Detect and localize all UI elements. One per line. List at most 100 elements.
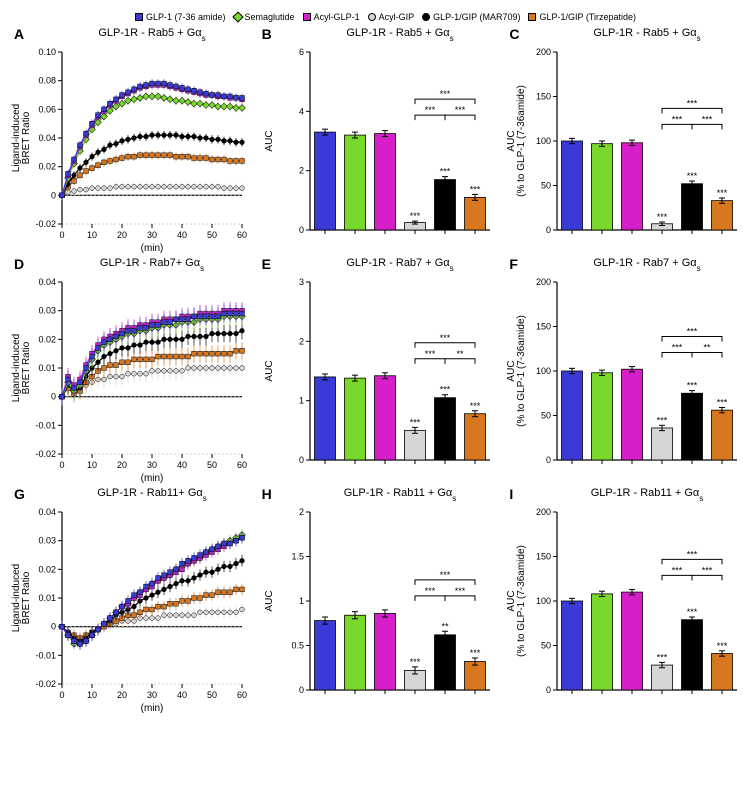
svg-text:***: *** xyxy=(424,349,435,359)
svg-text:30: 30 xyxy=(147,690,157,700)
svg-text:60: 60 xyxy=(237,230,247,240)
panel-E: E0123GLP-1R - Rab7 + GαsAUC*************… xyxy=(258,254,506,484)
svg-text:0.06: 0.06 xyxy=(38,104,56,114)
time-chart: -0.02-0.0100.010.020.030.040102030405060… xyxy=(10,484,250,714)
panel-label: H xyxy=(262,486,272,502)
svg-text:100: 100 xyxy=(536,366,551,376)
svg-text:(min): (min) xyxy=(141,473,164,484)
svg-text:***: *** xyxy=(687,607,698,617)
svg-text:0.08: 0.08 xyxy=(38,76,56,86)
svg-text:***: *** xyxy=(469,184,480,194)
svg-text:1.5: 1.5 xyxy=(291,552,304,562)
svg-text:***: *** xyxy=(717,641,728,651)
svg-text:***: *** xyxy=(672,343,683,353)
panel-label: D xyxy=(14,256,24,272)
svg-text:150: 150 xyxy=(536,92,551,102)
svg-text:0: 0 xyxy=(51,392,56,402)
bar-chart: 0246GLP-1R - Rab5 + GαsAUC**************… xyxy=(258,24,498,254)
svg-text:**: ** xyxy=(704,343,712,353)
svg-text:3: 3 xyxy=(299,277,304,287)
panel-G: G-0.02-0.0100.010.020.030.04010203040506… xyxy=(10,484,258,714)
svg-text:GLP-1R - Rab7+ Gαs: GLP-1R - Rab7+ Gαs xyxy=(100,257,204,273)
svg-text:40: 40 xyxy=(177,230,187,240)
svg-text:AUC(% to GLP-1 (7-36amide): AUC(% to GLP-1 (7-36amide) xyxy=(506,315,527,427)
panel-D: D-0.02-0.0100.010.020.030.04010203040506… xyxy=(10,254,258,484)
svg-text:4: 4 xyxy=(299,106,304,116)
svg-text:***: *** xyxy=(409,417,420,427)
svg-text:Ligand-inducedBRET Ratio: Ligand-inducedBRET Ratio xyxy=(11,334,32,402)
svg-text:50: 50 xyxy=(207,460,217,470)
svg-text:6: 6 xyxy=(299,47,304,57)
panel-I: I050100150200GLP-1R - Rab11 + GαsAUC(% t… xyxy=(505,484,743,714)
svg-text:***: *** xyxy=(439,385,450,395)
svg-text:100: 100 xyxy=(536,136,551,146)
svg-text:AUC(% to GLP-1 (7-36amide): AUC(% to GLP-1 (7-36amide) xyxy=(506,85,527,197)
svg-text:0: 0 xyxy=(299,225,304,235)
svg-text:1: 1 xyxy=(299,396,304,406)
svg-text:50: 50 xyxy=(207,230,217,240)
svg-text:***: *** xyxy=(454,105,465,115)
svg-text:**: ** xyxy=(441,621,449,631)
panel-label: I xyxy=(509,486,513,502)
svg-text:200: 200 xyxy=(536,277,551,287)
svg-text:0.02: 0.02 xyxy=(38,564,56,574)
panel-label: B xyxy=(262,26,272,42)
svg-text:***: *** xyxy=(469,401,480,411)
svg-text:40: 40 xyxy=(177,690,187,700)
svg-text:0: 0 xyxy=(546,225,551,235)
panel-C: C050100150200GLP-1R - Rab5 + GαsAUC(% to… xyxy=(505,24,743,254)
panel-A: A-0.0200.020.040.060.080.100102030405060… xyxy=(10,24,258,254)
svg-text:1: 1 xyxy=(299,596,304,606)
panel-H: H00.511.52GLP-1R - Rab11 + GαsAUC*******… xyxy=(258,484,506,714)
svg-text:20: 20 xyxy=(117,230,127,240)
svg-text:GLP-1R - Rab5 + Gαs: GLP-1R - Rab5 + Gαs xyxy=(346,27,453,43)
svg-text:(min): (min) xyxy=(141,243,164,254)
svg-text:0: 0 xyxy=(546,685,551,695)
svg-text:AUC: AUC xyxy=(264,590,275,611)
panel-label: F xyxy=(509,256,518,272)
svg-text:***: *** xyxy=(717,188,728,198)
svg-text:50: 50 xyxy=(541,181,551,191)
svg-text:Ligand-inducedBRET Ratio: Ligand-inducedBRET Ratio xyxy=(11,564,32,632)
svg-text:150: 150 xyxy=(536,322,551,332)
panel-B: B0246GLP-1R - Rab5 + GαsAUC*************… xyxy=(258,24,506,254)
legend-item: Semaglutide xyxy=(234,12,295,22)
panel-F: F050100150200GLP-1R - Rab7 + GαsAUC(% to… xyxy=(505,254,743,484)
svg-text:0.03: 0.03 xyxy=(38,536,56,546)
svg-text:***: *** xyxy=(702,114,713,124)
svg-text:-0.02: -0.02 xyxy=(35,679,56,689)
svg-text:10: 10 xyxy=(87,230,97,240)
svg-text:***: *** xyxy=(687,171,698,181)
legend-item: GLP-1/GIP (Tirzepatide) xyxy=(528,12,636,22)
svg-text:***: *** xyxy=(424,586,435,596)
svg-text:AUC: AUC xyxy=(264,360,275,381)
svg-text:GLP-1R - Rab7 + Gαs: GLP-1R - Rab7 + Gαs xyxy=(594,257,701,273)
svg-text:20: 20 xyxy=(117,690,127,700)
svg-text:0.5: 0.5 xyxy=(291,641,304,651)
svg-text:GLP-1R - Rab5 + Gαs: GLP-1R - Rab5 + Gαs xyxy=(98,27,205,43)
svg-text:2: 2 xyxy=(299,336,304,346)
svg-text:0: 0 xyxy=(51,622,56,632)
legend-item: GLP-1 (7-36 amide) xyxy=(135,12,226,22)
bar-chart: 050100150200GLP-1R - Rab5 + GαsAUC(% to … xyxy=(505,24,743,254)
svg-text:***: *** xyxy=(687,327,698,337)
bar-chart: 0123GLP-1R - Rab7 + GαsAUC**************… xyxy=(258,254,498,484)
svg-text:**: ** xyxy=(456,349,464,359)
svg-text:50: 50 xyxy=(541,411,551,421)
svg-text:0.04: 0.04 xyxy=(38,133,56,143)
svg-text:***: *** xyxy=(687,381,698,391)
svg-text:20: 20 xyxy=(117,460,127,470)
panel-label: C xyxy=(509,26,519,42)
svg-text:(min): (min) xyxy=(141,703,164,714)
svg-text:***: *** xyxy=(439,167,450,177)
svg-text:-0.02: -0.02 xyxy=(35,219,56,229)
svg-text:150: 150 xyxy=(536,552,551,562)
svg-text:***: *** xyxy=(439,89,450,99)
panel-label: E xyxy=(262,256,271,272)
svg-text:60: 60 xyxy=(237,690,247,700)
svg-text:***: *** xyxy=(657,652,668,662)
legend-item: Acyl-GLP-1 xyxy=(303,12,360,22)
svg-text:***: *** xyxy=(439,570,450,580)
svg-text:30: 30 xyxy=(147,460,157,470)
svg-text:GLP-1R - Rab11 + Gαs: GLP-1R - Rab11 + Gαs xyxy=(343,487,456,503)
